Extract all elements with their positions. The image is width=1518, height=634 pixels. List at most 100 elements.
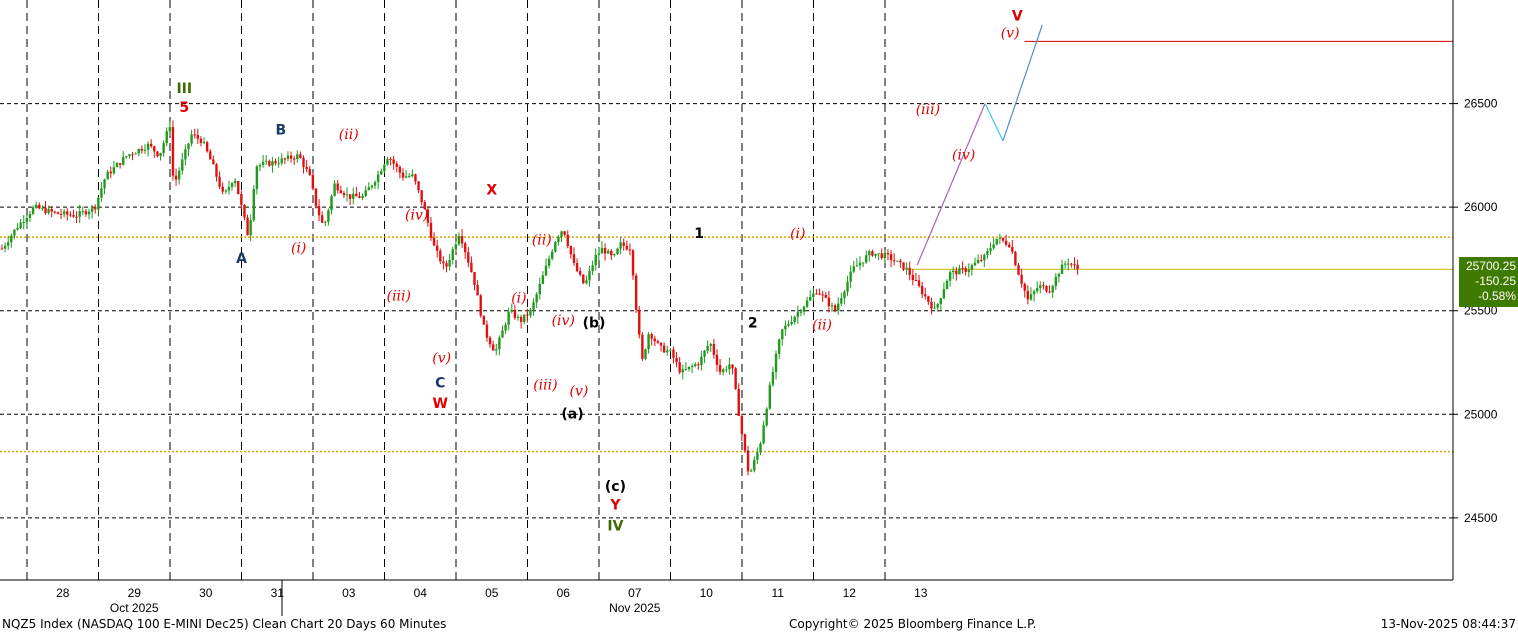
candle-body	[317, 206, 321, 216]
x-tick-label: 03	[342, 586, 356, 600]
candle-body	[768, 384, 772, 409]
wave-label: (iii)	[387, 288, 411, 304]
candle-body	[81, 211, 85, 213]
candle-body	[544, 265, 548, 276]
wave-label: (ii)	[812, 317, 832, 333]
candle-body	[659, 342, 663, 346]
candle-body	[560, 231, 563, 237]
candle-body	[796, 312, 800, 317]
candle-body	[380, 171, 383, 175]
candle-body	[1073, 264, 1076, 266]
candle-body	[395, 163, 398, 167]
candle-body	[970, 265, 974, 270]
candle-body	[205, 142, 209, 152]
candle-body	[945, 280, 949, 290]
candle-body	[995, 238, 998, 245]
candle-body	[233, 180, 237, 184]
wave-label: (i)	[511, 290, 526, 306]
candle-body	[196, 134, 200, 139]
candle-body	[675, 357, 678, 363]
candle-body	[662, 345, 666, 353]
candle-body	[566, 234, 569, 247]
candle-body	[432, 237, 436, 246]
candle-body	[358, 196, 361, 198]
candle-body	[899, 260, 902, 263]
candle-body	[404, 176, 408, 178]
candle-body	[97, 197, 100, 210]
candle-body	[973, 262, 977, 266]
candle-body	[538, 283, 541, 295]
candle-body	[187, 143, 190, 150]
candle-body	[697, 364, 700, 366]
projection-paths	[916, 24, 1043, 266]
candle-body	[610, 250, 613, 256]
wave-label: B	[275, 123, 286, 139]
wave-label: W	[433, 396, 448, 412]
candle-body	[352, 193, 355, 199]
candle-body	[258, 164, 262, 167]
candle-body	[980, 260, 983, 262]
wave-label: (iv)	[552, 313, 575, 329]
candle-body	[824, 295, 827, 298]
candle-body	[666, 350, 669, 353]
wave-label: IV	[607, 518, 623, 534]
reference-lines	[0, 40, 1453, 453]
candle-body	[426, 209, 430, 223]
candle-body	[507, 311, 510, 325]
candle-body	[1007, 244, 1011, 248]
candle-body	[271, 161, 274, 166]
candle-body	[423, 202, 426, 210]
candle-body	[905, 267, 908, 270]
candle-body	[249, 220, 252, 236]
last-price-value: 25700.25	[1465, 259, 1516, 273]
wave-label: 2	[748, 315, 758, 331]
candle-body	[134, 153, 137, 155]
wave-label: (iv)	[952, 148, 975, 164]
candle-body	[1076, 264, 1079, 270]
candle-body	[864, 255, 868, 263]
candle-body	[653, 338, 657, 342]
candle-body	[448, 259, 451, 267]
y-tick-label: 24500	[1464, 511, 1498, 525]
candle-body	[933, 307, 936, 309]
candle-body	[519, 316, 523, 322]
wave-label: (v)	[570, 384, 589, 400]
candle-body	[10, 235, 13, 243]
candle-body	[47, 208, 50, 214]
candle-body	[286, 155, 290, 159]
footer-timestamp: 13-Nov-2025 08:44:37	[1380, 617, 1516, 631]
candle-body	[799, 311, 803, 313]
candle-body	[355, 193, 358, 197]
candle-body	[591, 265, 594, 272]
x-tick-label: 30	[199, 586, 213, 600]
candle-body	[774, 353, 778, 373]
wave-label: A	[236, 251, 247, 267]
candle-body	[177, 170, 181, 180]
candle-body	[833, 305, 837, 311]
candle-body	[106, 171, 109, 180]
y-tick-label: 26500	[1464, 97, 1498, 111]
candle-body	[650, 334, 653, 339]
candle-body	[523, 314, 526, 322]
candle-body	[495, 349, 498, 351]
candle-body	[734, 368, 737, 389]
candle-body	[308, 169, 311, 176]
candle-body	[78, 211, 81, 217]
candle-body	[280, 158, 283, 164]
candle-body	[501, 330, 504, 338]
candle-body	[877, 253, 880, 255]
candle-body	[578, 271, 582, 275]
candle-body	[535, 294, 538, 303]
candle-body	[740, 415, 744, 435]
wave-label: (iii)	[916, 102, 940, 118]
candlesticks	[0, 120, 1079, 476]
candle-body	[709, 344, 712, 346]
candle-body	[162, 143, 165, 153]
candle-body	[168, 127, 172, 132]
candle-body	[305, 166, 308, 170]
candle-body	[218, 176, 221, 187]
candle-body	[721, 369, 725, 373]
wave-label: III	[176, 81, 192, 97]
candle-body	[1011, 247, 1014, 252]
candle-body	[16, 228, 19, 230]
